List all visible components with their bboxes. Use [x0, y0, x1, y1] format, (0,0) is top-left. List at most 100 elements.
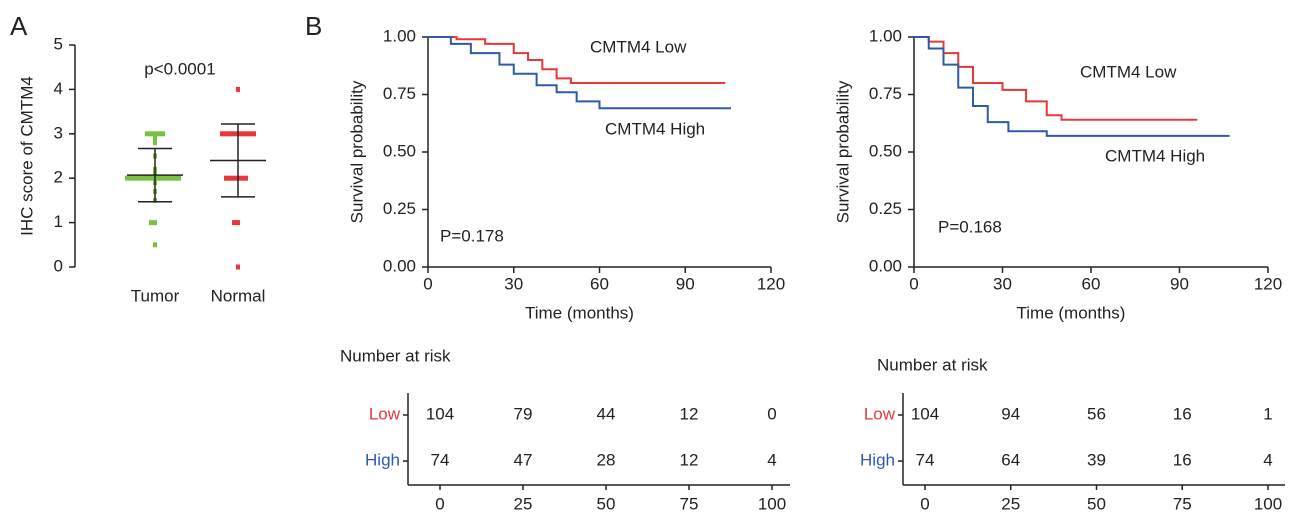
- data-point: [129, 175, 133, 181]
- risk-count: 16: [1173, 404, 1192, 423]
- y-tick-label: 1.00: [383, 26, 416, 45]
- risk-count: 64: [1001, 450, 1020, 469]
- risk-count: 0: [767, 404, 776, 423]
- panel-label: B: [305, 11, 322, 41]
- risk-x-tick-label: 75: [680, 494, 699, 513]
- y-tick-label: 0.25: [869, 199, 902, 218]
- risk-x-tick-label: 0: [920, 494, 929, 513]
- y-tick-label: 3: [54, 123, 63, 142]
- risk-x-tick-label: 100: [1254, 494, 1282, 513]
- data-point: [141, 175, 145, 181]
- data-point: [137, 175, 141, 181]
- risk-count: 47: [514, 450, 533, 469]
- y-axis-label: Survival probability: [833, 80, 852, 223]
- annotation: p<0.0001: [144, 59, 215, 78]
- data-point: [149, 131, 153, 137]
- risk-x-tick-label: 0: [435, 494, 444, 513]
- data-point: [153, 242, 157, 248]
- y-tick-label: 2: [54, 168, 63, 187]
- risk-row-label: Low: [864, 404, 896, 423]
- x-tick-label: 120: [1254, 274, 1282, 293]
- data-point: [169, 175, 173, 181]
- risk-count: 94: [1001, 404, 1020, 423]
- risk-count: 16: [1173, 450, 1192, 469]
- y-axis-label: Survival probability: [347, 80, 366, 223]
- y-tick-label: 1.00: [869, 26, 902, 45]
- risk-row-label: High: [365, 450, 400, 469]
- data-point: [177, 175, 181, 181]
- risk-count: 44: [597, 404, 616, 423]
- data-point: [220, 131, 224, 137]
- y-tick-label: 1: [54, 212, 63, 231]
- data-point: [224, 131, 228, 137]
- x-axis-label: Time (months): [525, 303, 634, 322]
- risk-count: 74: [916, 450, 935, 469]
- y-tick-label: 0.00: [869, 256, 902, 275]
- data-point: [161, 175, 165, 181]
- x-tick-label: 30: [993, 274, 1012, 293]
- risk-row-label: Low: [369, 404, 401, 423]
- risk-count: 12: [680, 450, 699, 469]
- data-point: [153, 135, 157, 141]
- y-tick-label: 0.75: [869, 84, 902, 103]
- x-tick-label: 30: [504, 274, 523, 293]
- data-point: [173, 175, 177, 181]
- annotation: P=0.168: [938, 217, 1002, 236]
- risk-x-tick-label: 100: [758, 494, 786, 513]
- data-point: [240, 131, 244, 137]
- data-point: [145, 175, 149, 181]
- data-point: [157, 175, 161, 181]
- annotation: P=0.178: [440, 226, 504, 245]
- y-tick-label: 0.50: [383, 141, 416, 160]
- data-point: [165, 175, 169, 181]
- data-point: [252, 131, 256, 137]
- x-tick-label: 60: [590, 274, 609, 293]
- data-point: [153, 140, 157, 146]
- data-point: [149, 175, 153, 181]
- x-tick-label: 0: [909, 274, 918, 293]
- data-point: [153, 131, 157, 137]
- x-tick-label: 60: [1082, 274, 1101, 293]
- risk-row-label: High: [860, 450, 895, 469]
- x-tick-label: Normal: [211, 286, 266, 305]
- survival-curve: [914, 36, 1198, 121]
- x-tick-label: 0: [423, 274, 432, 293]
- y-tick-label: 0.25: [383, 199, 416, 218]
- data-point: [161, 131, 165, 137]
- data-point: [228, 131, 232, 137]
- data-point: [244, 131, 248, 137]
- data-point: [236, 86, 240, 92]
- risk-count: 74: [431, 450, 450, 469]
- risk-x-tick-label: 25: [514, 494, 533, 513]
- data-point: [248, 131, 252, 137]
- x-axis-label: Time (months): [1017, 303, 1126, 322]
- data-point: [240, 175, 244, 181]
- risk-x-tick-label: 50: [597, 494, 616, 513]
- y-axis-label: IHC score of CMTM4: [17, 76, 36, 236]
- risk-count: 1: [1263, 404, 1272, 423]
- x-tick-label: 120: [757, 274, 785, 293]
- risk-count: 39: [1087, 450, 1106, 469]
- risk-x-tick-label: 75: [1173, 494, 1192, 513]
- x-tick-label: Tumor: [131, 286, 180, 305]
- data-point: [125, 175, 129, 181]
- survival-curve: [428, 36, 731, 110]
- data-point: [149, 220, 153, 226]
- x-tick-label: 90: [676, 274, 695, 293]
- data-point: [157, 131, 161, 137]
- data-point: [232, 131, 236, 137]
- y-tick-label: 5: [54, 34, 63, 53]
- data-point: [244, 175, 248, 181]
- risk-x-tick-label: 50: [1087, 494, 1106, 513]
- data-point: [133, 175, 137, 181]
- risk-count: 79: [514, 404, 533, 423]
- risk-count: 28: [597, 450, 616, 469]
- data-point: [236, 264, 240, 270]
- survival-curve: [914, 36, 1230, 137]
- y-tick-label: 0.50: [869, 141, 902, 160]
- x-tick-label: 90: [1170, 274, 1189, 293]
- survival-curve: [428, 36, 726, 84]
- data-point: [145, 131, 149, 137]
- y-tick-label: 0.00: [383, 256, 416, 275]
- data-point: [224, 175, 228, 181]
